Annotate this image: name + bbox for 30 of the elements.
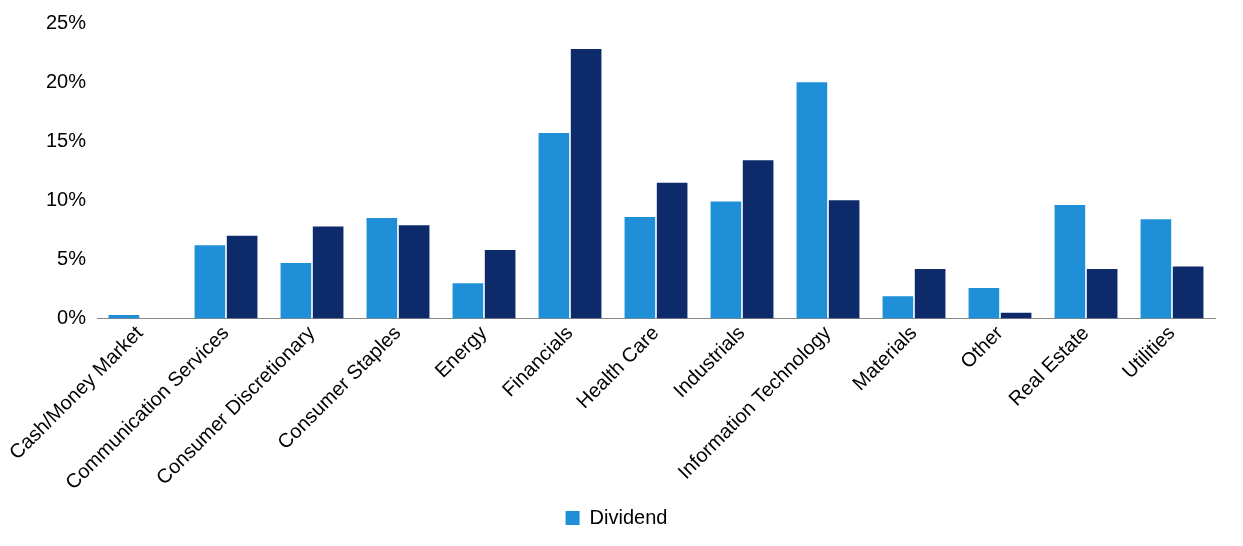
bar	[452, 283, 484, 319]
bar	[484, 250, 516, 319]
bar	[226, 235, 258, 319]
bar	[1172, 266, 1204, 319]
y-tick-label: 20%	[45, 69, 87, 92]
bar	[398, 225, 430, 319]
y-tick-label: 15%	[45, 128, 87, 151]
bar	[796, 82, 828, 319]
bar	[280, 263, 312, 319]
y-tick-label: 10%	[45, 187, 87, 210]
bar	[656, 182, 688, 319]
y-tick-label: 25%	[45, 10, 87, 33]
bar	[1086, 268, 1118, 319]
bar	[742, 160, 774, 319]
bar	[914, 268, 946, 319]
bar	[1140, 219, 1172, 319]
bar	[882, 296, 914, 319]
bar	[312, 226, 344, 319]
bar	[968, 287, 1000, 319]
y-tick-label: 5%	[57, 247, 87, 270]
bar	[624, 216, 656, 319]
bar	[710, 201, 742, 319]
bar	[194, 245, 226, 319]
legend-label: Dividend	[589, 505, 668, 528]
bar	[538, 132, 570, 319]
bar	[366, 218, 398, 319]
bar	[570, 49, 602, 319]
bar	[1054, 205, 1086, 319]
bar	[828, 200, 860, 319]
y-tick-label: 0%	[57, 306, 87, 329]
